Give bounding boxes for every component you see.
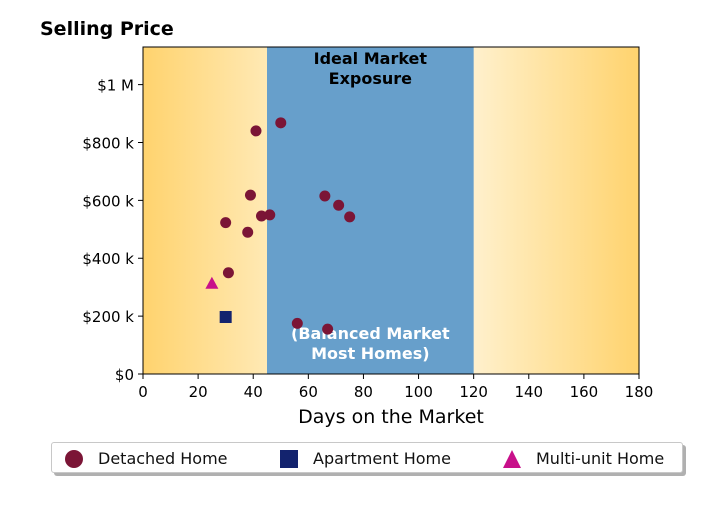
- chart-legend: Detached Home Apartment Home Multi-unit …: [51, 442, 683, 473]
- legend-label: Detached Home: [98, 449, 228, 468]
- data-point-circle: [242, 226, 254, 238]
- data-point-circle: [344, 211, 356, 223]
- legend-label: Multi-unit Home: [536, 449, 665, 468]
- y-tick-label: $200 k: [82, 308, 134, 326]
- data-point-circle: [333, 199, 345, 211]
- y-tick-label: $400 k: [82, 250, 134, 268]
- annotation-label: (Balanced Market: [291, 324, 450, 343]
- y-tick-label: $1 M: [97, 77, 134, 95]
- data-point-triangle: [205, 276, 219, 289]
- plot-frame: [142, 46, 640, 375]
- x-tick-label: 80: [354, 383, 373, 401]
- data-point-circle: [255, 210, 267, 222]
- data-point-circle: [244, 189, 256, 201]
- data-point-circle: [250, 125, 262, 137]
- data-point-circle: [322, 323, 334, 335]
- data-point-circle: [264, 209, 276, 221]
- legend-label: Apartment Home: [313, 449, 451, 468]
- region-label: Ideal Market: [314, 49, 428, 68]
- triangle-marker-icon: [503, 449, 521, 468]
- legend-item-multi-unit: Multi-unit Home: [502, 443, 664, 474]
- data-point-circle: [291, 317, 303, 329]
- region-label: Exposure: [329, 69, 413, 88]
- x-tick-label: 140: [514, 383, 543, 401]
- data-point-circle: [222, 267, 234, 279]
- x-tick-label: 20: [189, 383, 208, 401]
- data-point-circle: [275, 117, 287, 129]
- chart-title: Selling Price: [40, 18, 174, 40]
- x-tick-label: 160: [570, 383, 599, 401]
- annotation-label: Most Homes): [311, 344, 429, 363]
- y-tick-label: $600 k: [82, 192, 134, 210]
- x-tick-label: 0: [138, 383, 148, 401]
- y-tick-label: $800 k: [82, 134, 134, 152]
- x-tick-label: 60: [299, 383, 318, 401]
- y-tick-label: $0: [115, 366, 134, 384]
- x-tick-label: 40: [244, 383, 263, 401]
- square-marker-icon: [280, 449, 298, 468]
- circle-marker-icon: [65, 449, 83, 468]
- legend-item-detached: Detached Home: [64, 443, 228, 474]
- legend-item-apartment: Apartment Home: [279, 443, 451, 474]
- data-point-circle: [220, 217, 232, 229]
- x-tick-label: 180: [625, 383, 654, 401]
- data-point-circle: [319, 190, 331, 202]
- x-tick-label: 120: [459, 383, 488, 401]
- x-tick-label: 100: [404, 383, 433, 401]
- x-axis-label: Days on the Market: [298, 406, 484, 428]
- ideal-exposure-region: [267, 47, 474, 374]
- data-point-square: [219, 310, 232, 323]
